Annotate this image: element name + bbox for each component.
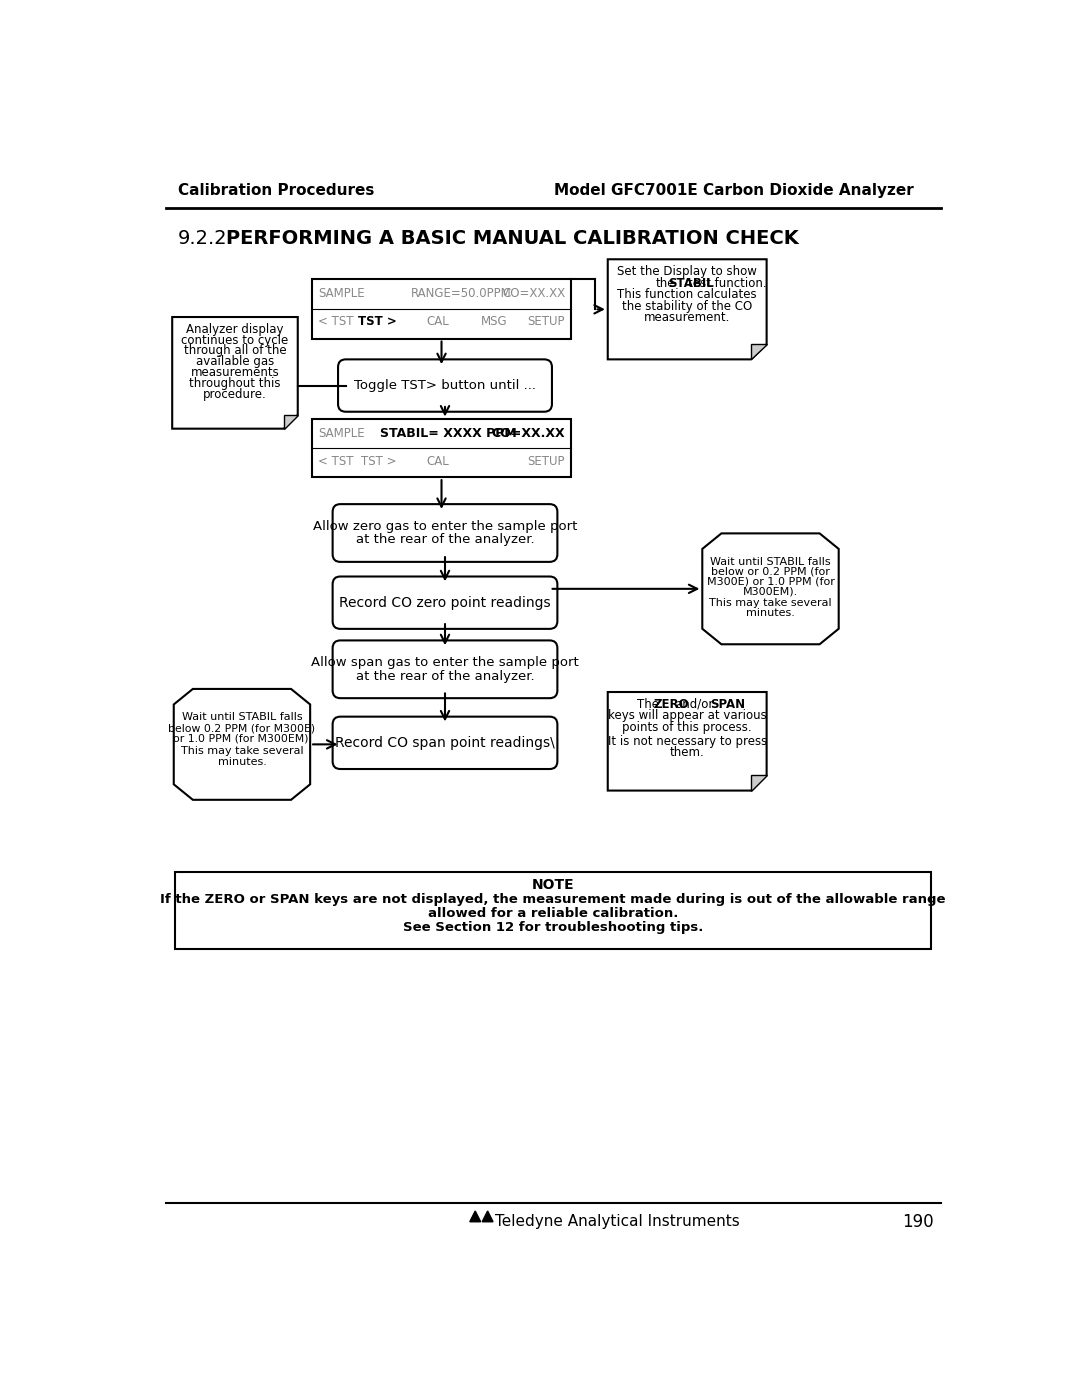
Polygon shape xyxy=(702,534,839,644)
Text: If the ZERO or SPAN keys are not displayed, the measurement made during is out o: If the ZERO or SPAN keys are not display… xyxy=(160,894,946,907)
Text: NOTE: NOTE xyxy=(531,877,575,891)
Polygon shape xyxy=(174,689,310,800)
Text: Record CO span point readings\: Record CO span point readings\ xyxy=(335,736,555,750)
Text: SPAN: SPAN xyxy=(710,698,745,711)
Text: measurement.: measurement. xyxy=(644,312,730,324)
Polygon shape xyxy=(751,344,767,359)
Text: below 0.2 PPM (for M300E): below 0.2 PPM (for M300E) xyxy=(168,724,315,733)
Polygon shape xyxy=(608,260,767,359)
Text: keys will appear at various: keys will appear at various xyxy=(608,710,767,722)
Text: Teledyne Analytical Instruments: Teledyne Analytical Instruments xyxy=(496,1214,740,1229)
Text: Analyzer display: Analyzer display xyxy=(186,323,284,335)
Text: < TST  TST >: < TST TST > xyxy=(318,454,396,468)
Text: 190: 190 xyxy=(902,1213,933,1231)
Text: Record CO zero point readings: Record CO zero point readings xyxy=(339,595,551,609)
Text: at the rear of the analyzer.: at the rear of the analyzer. xyxy=(355,669,535,683)
Text: CAL: CAL xyxy=(427,316,449,328)
Polygon shape xyxy=(470,1211,481,1222)
Text: procedure.: procedure. xyxy=(203,387,267,401)
Text: This function calculates: This function calculates xyxy=(618,288,757,302)
Text: SAMPLE: SAMPLE xyxy=(318,427,365,440)
FancyBboxPatch shape xyxy=(175,872,931,949)
Text: Allow zero gas to enter the sample port: Allow zero gas to enter the sample port xyxy=(313,520,577,532)
Text: available gas: available gas xyxy=(195,355,274,369)
Text: them.: them. xyxy=(670,746,704,760)
Text: TST >: TST > xyxy=(359,316,397,328)
Polygon shape xyxy=(482,1211,494,1222)
Text: Calibration Procedures: Calibration Procedures xyxy=(177,183,374,198)
FancyBboxPatch shape xyxy=(312,419,571,478)
Text: See Section 12 for troubleshooting tips.: See Section 12 for troubleshooting tips. xyxy=(403,921,703,935)
Polygon shape xyxy=(172,317,298,429)
Text: minutes.: minutes. xyxy=(746,609,795,619)
Text: ZERO: ZERO xyxy=(653,698,689,711)
Text: Toggle TST> button until ...: Toggle TST> button until ... xyxy=(354,379,536,393)
Text: MSG: MSG xyxy=(481,316,508,328)
Text: PERFORMING A BASIC MANUAL CALIBRATION CHECK: PERFORMING A BASIC MANUAL CALIBRATION CH… xyxy=(227,229,799,249)
Text: SAMPLE: SAMPLE xyxy=(318,286,365,300)
FancyBboxPatch shape xyxy=(338,359,552,412)
Text: the: the xyxy=(656,277,675,289)
FancyBboxPatch shape xyxy=(312,278,571,338)
Text: RANGE=50.0PPM: RANGE=50.0PPM xyxy=(410,286,512,300)
Text: STABIL= XXXX PPM: STABIL= XXXX PPM xyxy=(380,427,516,440)
Text: CO=XX.XX: CO=XX.XX xyxy=(502,286,565,300)
Text: M300E) or 1.0 PPM (for: M300E) or 1.0 PPM (for xyxy=(706,577,835,587)
Text: and/or: and/or xyxy=(676,698,714,711)
Text: through all of the: through all of the xyxy=(184,345,286,358)
Text: Set the Display to show: Set the Display to show xyxy=(618,265,757,278)
Text: SETUP: SETUP xyxy=(528,454,565,468)
Text: It is not necessary to press: It is not necessary to press xyxy=(608,735,767,747)
Text: at the rear of the analyzer.: at the rear of the analyzer. xyxy=(355,534,535,546)
FancyBboxPatch shape xyxy=(333,640,557,698)
FancyBboxPatch shape xyxy=(333,717,557,768)
Text: continues to cycle: continues to cycle xyxy=(181,334,288,346)
Text: allowed for a reliable calibration.: allowed for a reliable calibration. xyxy=(428,907,678,921)
Text: minutes.: minutes. xyxy=(217,757,267,767)
Text: CO=XX.XX: CO=XX.XX xyxy=(491,427,565,440)
Text: Wait until STABIL falls: Wait until STABIL falls xyxy=(711,557,831,567)
Text: Wait until STABIL falls: Wait until STABIL falls xyxy=(181,712,302,722)
Text: 9.2.2.: 9.2.2. xyxy=(177,229,233,249)
Text: throughout this: throughout this xyxy=(189,377,281,390)
Text: The: The xyxy=(637,698,660,711)
Text: measurements: measurements xyxy=(190,366,280,379)
FancyBboxPatch shape xyxy=(333,504,557,562)
Text: CAL: CAL xyxy=(427,454,449,468)
Text: test function.: test function. xyxy=(688,277,767,289)
Text: the stability of the CO: the stability of the CO xyxy=(622,300,753,313)
Text: below or 0.2 PPM (for: below or 0.2 PPM (for xyxy=(711,567,829,577)
Text: Model GFC7001E Carbon Dioxide Analyzer: Model GFC7001E Carbon Dioxide Analyzer xyxy=(554,183,914,198)
Text: This may take several: This may take several xyxy=(180,746,303,756)
Polygon shape xyxy=(284,415,298,429)
Text: This may take several: This may take several xyxy=(710,598,832,609)
Text: or 1.0 PPM (for M300EM).: or 1.0 PPM (for M300EM). xyxy=(173,733,311,745)
Text: points of this process.: points of this process. xyxy=(622,721,752,733)
Text: SETUP: SETUP xyxy=(528,316,565,328)
FancyBboxPatch shape xyxy=(333,577,557,629)
Text: M300EM).: M300EM). xyxy=(743,587,798,597)
Text: Allow span gas to enter the sample port: Allow span gas to enter the sample port xyxy=(311,655,579,669)
Text: < TST: < TST xyxy=(318,316,353,328)
Text: STABIL: STABIL xyxy=(669,277,714,289)
Polygon shape xyxy=(751,775,767,791)
Polygon shape xyxy=(608,692,767,791)
